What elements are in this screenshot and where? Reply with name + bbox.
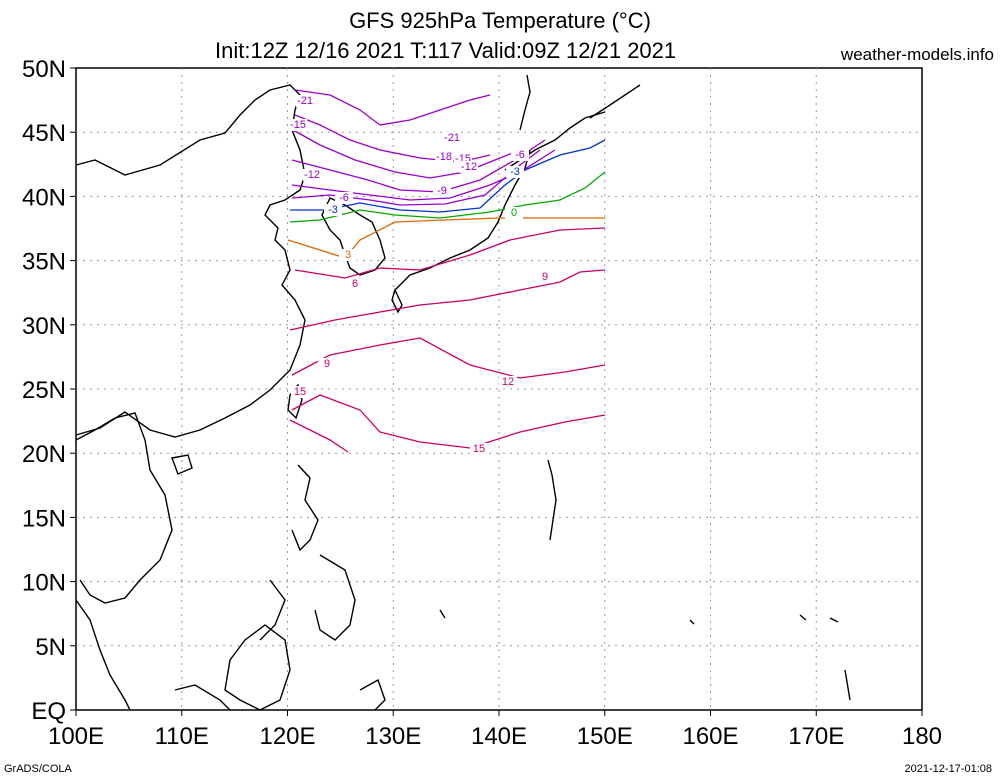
contour-label: 15 [294, 386, 306, 398]
contour-label-bg [460, 161, 478, 173]
contour-label-bg [470, 443, 488, 455]
contour-minus-12 [291, 139, 546, 193]
contour-6 [294, 227, 606, 279]
contour-label-bg [335, 192, 353, 204]
latitude-labels: EQ 5N 10N 15N 20N 25N 30N 35N 40N 45N 50N [22, 56, 76, 725]
contour-3 [287, 217, 605, 259]
contour-label-bg [506, 166, 524, 178]
contour-label-bg [443, 132, 461, 144]
contour-label: 12 [502, 376, 514, 388]
longitude-tick-label: 110E [155, 723, 209, 750]
contour-label-bg [296, 95, 314, 107]
contour-minus-21 [294, 89, 491, 126]
longitude-tick-label: 160E [682, 723, 738, 750]
longitude-labels: 100E 110E 120E 130E 140E 150E 160E 170E 180 [48, 710, 942, 750]
contour-15 [291, 394, 606, 449]
contour-label: 6 [352, 278, 358, 290]
contour-label-bg [433, 185, 451, 197]
contour-label-bg [505, 207, 523, 219]
latitude-tick-label: 25N [22, 377, 66, 404]
contour-label-bg [346, 278, 364, 290]
contour-label: 9 [542, 271, 548, 283]
longitude-tick-label: 130E [365, 723, 421, 750]
contour-label-bg [339, 249, 357, 261]
contour-label: 9 [324, 358, 330, 370]
contour-label-bg [289, 119, 307, 131]
map-title-line2: Init:12Z 12/16 2021 T:117 Valid:09Z 12/2… [215, 38, 677, 63]
latitude-tick-label: EQ [31, 698, 66, 725]
contour-label: 3 [345, 249, 351, 261]
latitude-tick-label: 15N [22, 505, 66, 532]
contour-label: -15 [290, 119, 306, 131]
latitude-tick-label: 40N [22, 184, 66, 211]
contour-12 [291, 337, 606, 379]
longitude-tick-label: 150E [577, 723, 633, 750]
latitude-tick-label: 10N [22, 570, 66, 597]
longitude-tick-label: 170E [788, 723, 844, 750]
latitude-tick-label: 30N [22, 313, 66, 340]
contour-label: -3 [328, 204, 338, 216]
contour-label-bg [499, 376, 517, 388]
latitude-tick-label: 20N [22, 441, 66, 468]
footer-software: GrADS/COLA [4, 763, 72, 775]
latitude-tick-label: 45N [22, 120, 66, 147]
longitude-tick-label: 140E [471, 723, 527, 750]
contour-label-bg [303, 169, 321, 181]
contour-label: -12 [461, 161, 477, 173]
contour-label-bg [318, 358, 336, 370]
contour-label: -21 [297, 95, 313, 107]
latitude-tick-label: 5N [35, 634, 66, 661]
contour-label-bg [291, 386, 309, 398]
contour-label: -6 [515, 149, 525, 161]
map-title-line1: GFS 925hPa Temperature (°C) [349, 8, 651, 33]
contour-label: 15 [473, 443, 485, 455]
contour-minus-15 [292, 129, 521, 179]
contour-label: 0 [511, 207, 517, 219]
contour-9 [289, 269, 606, 331]
longitude-tick-label: 100E [48, 723, 104, 750]
contour-label-bg [536, 271, 554, 283]
contour-minus-3 [290, 139, 606, 213]
contour-label: -12 [304, 169, 320, 181]
contour-label: -21 [444, 132, 460, 144]
footer-timestamp: 2021-12-17-01:08 [904, 763, 992, 775]
contour-label-bg [435, 151, 453, 163]
contour-label-bg [324, 204, 342, 216]
contour-label: -3 [510, 166, 520, 178]
site-credit[interactable]: weather-models.info [840, 45, 994, 64]
latitude-tick-label: 35N [22, 249, 66, 276]
contour-15-south [289, 419, 349, 453]
contour-label-bg [511, 149, 529, 161]
grid-lines [76, 68, 922, 710]
temperature-contours [287, 89, 606, 453]
contour-label: -18 [436, 151, 452, 163]
latitude-tick-label: 50N [22, 56, 66, 83]
longitude-tick-label: 180 [902, 723, 942, 750]
longitude-tick-label: 120E [259, 723, 315, 750]
contour-label: -6 [339, 192, 349, 204]
contour-labels: -21-21-18-15-15-12-12-9-6-6-3-3036991215… [289, 95, 554, 455]
contour-label: -9 [437, 185, 447, 197]
